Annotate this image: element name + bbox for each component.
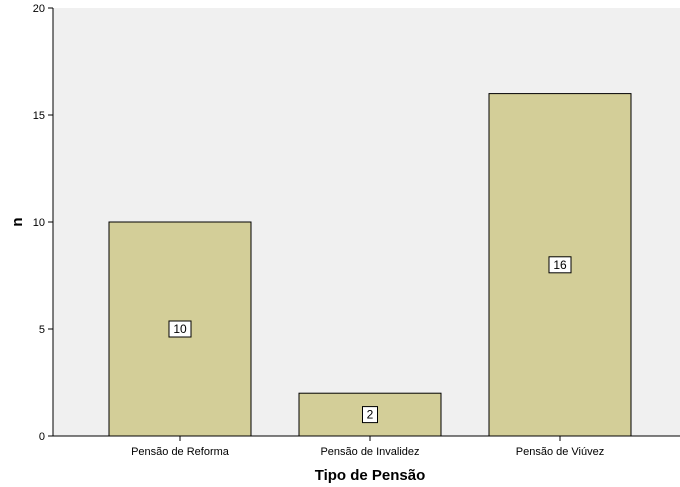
y-tick-label: 0 bbox=[39, 431, 45, 443]
y-axis-title: n bbox=[9, 217, 26, 226]
data-label: 16 bbox=[553, 258, 567, 272]
y-tick-label: 20 bbox=[33, 3, 45, 15]
data-label-box bbox=[548, 256, 572, 274]
y-tick-label: 5 bbox=[39, 324, 45, 336]
data-label: 10 bbox=[173, 322, 187, 336]
x-ticks-layer: Pensão de Reforma Pensão de Invalidez Pens… bbox=[131, 436, 604, 458]
x-axis-title: Tipo de Pensão bbox=[315, 467, 426, 484]
data-label-box bbox=[168, 320, 192, 338]
data-label-box bbox=[362, 406, 378, 424]
x-tick-label: Pensão de Reforma bbox=[131, 446, 230, 458]
data-labels-layer: 10 2 16 bbox=[168, 256, 572, 424]
y-ticks-layer: 0 5 10 15 20 bbox=[33, 3, 53, 443]
x-tick-label: Pensão de Invalidez bbox=[320, 446, 419, 458]
data-label: 2 bbox=[367, 408, 374, 422]
y-tick-label: 15 bbox=[33, 110, 45, 122]
y-tick-label: 10 bbox=[33, 217, 45, 229]
x-tick-label: Pensão de Viúvez bbox=[516, 446, 604, 458]
